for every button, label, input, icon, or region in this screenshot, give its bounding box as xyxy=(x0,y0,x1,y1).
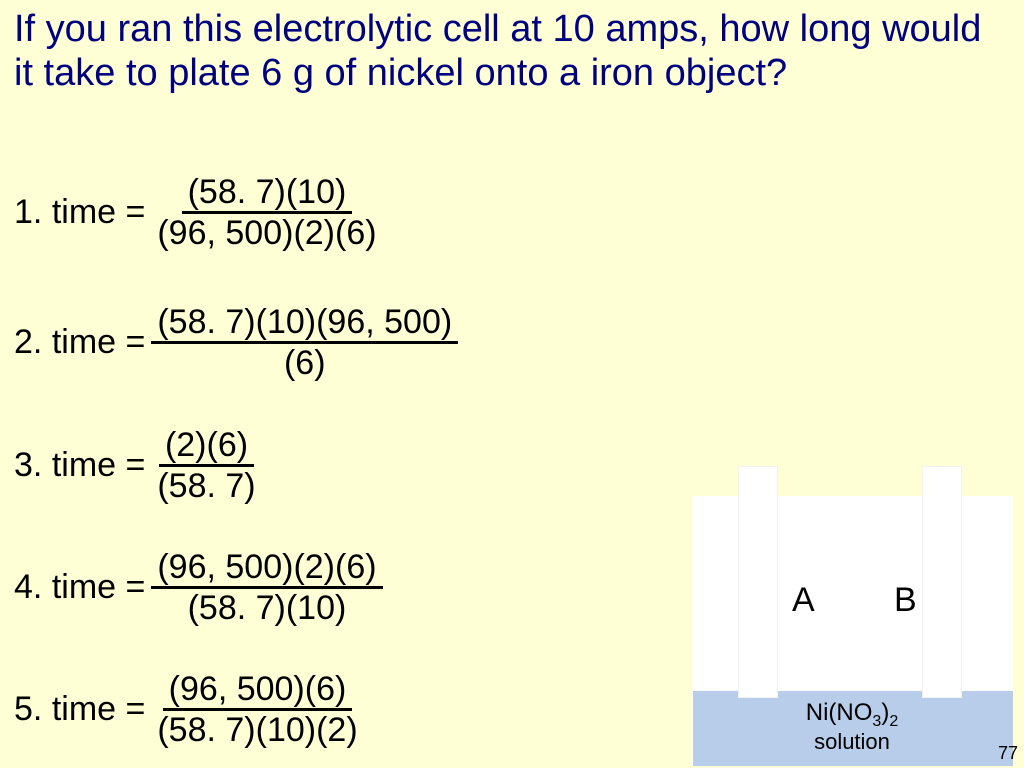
option-lhs: time = xyxy=(52,446,146,485)
page-number: 77 xyxy=(998,743,1018,764)
electrode-b-label: B xyxy=(894,581,917,620)
formula-sub: 2 xyxy=(889,713,898,730)
option-number: 1. xyxy=(14,193,42,232)
fraction: (58. 7)(10)(96, 500) (6) xyxy=(151,305,458,380)
option-1: 1. time = (58. 7)(10) (96, 500)(2)(6) xyxy=(14,175,383,250)
fraction-denominator: (58. 7)(10)(2) xyxy=(151,711,363,747)
question-text: If you ran this electrolytic cell at 10 … xyxy=(14,8,1004,95)
electrode-b xyxy=(922,466,962,698)
fraction-numerator: (96, 500)(6) xyxy=(163,672,353,711)
electrolytic-cell-diagram: A B Ni(NO3)2 solution xyxy=(692,466,1012,766)
fraction-denominator: (96, 500)(2)(6) xyxy=(151,214,382,250)
option-number: 4. xyxy=(14,568,42,607)
formula-text: Ni(NO xyxy=(806,699,873,726)
solution-text: solution xyxy=(814,729,890,754)
electrode-a-label: A xyxy=(792,581,815,620)
fraction-numerator: (2)(6) xyxy=(159,428,254,467)
fraction: (2)(6) (58. 7) xyxy=(151,428,261,503)
fraction: (58. 7)(10) (96, 500)(2)(6) xyxy=(151,175,382,250)
option-4: 4. time = (96, 500)(2)(6) (58. 7)(10) xyxy=(14,550,383,625)
option-number: 5. xyxy=(14,690,42,729)
fraction: (96, 500)(6) (58. 7)(10)(2) xyxy=(151,672,363,747)
fraction-denominator: (58. 7)(10) xyxy=(182,589,353,625)
option-lhs: time = xyxy=(52,690,146,729)
option-3: 3. time = (2)(6) (58. 7) xyxy=(14,428,262,503)
fraction-numerator: (96, 500)(2)(6) xyxy=(151,550,382,589)
fraction-denominator: (58. 7) xyxy=(151,467,261,503)
option-5: 5. time = (96, 500)(6) (58. 7)(10)(2) xyxy=(14,672,364,747)
fraction-denominator: (6) xyxy=(278,344,332,380)
option-lhs: time = xyxy=(52,193,146,232)
fraction-numerator: (58. 7)(10) xyxy=(182,175,353,214)
option-number: 3. xyxy=(14,446,42,485)
formula-sub: 3 xyxy=(872,713,881,730)
solution-label: Ni(NO3)2 solution xyxy=(692,701,1012,754)
fraction: (96, 500)(2)(6) (58. 7)(10) xyxy=(151,550,382,625)
fraction-numerator: (58. 7)(10)(96, 500) xyxy=(151,305,458,344)
option-2: 2. time = (58. 7)(10)(96, 500) (6) xyxy=(14,305,458,380)
option-lhs: time = xyxy=(52,323,146,362)
option-number: 2. xyxy=(14,323,42,362)
formula: Ni(NO3)2 xyxy=(806,699,898,726)
electrode-a xyxy=(738,466,778,698)
option-lhs: time = xyxy=(52,568,146,607)
